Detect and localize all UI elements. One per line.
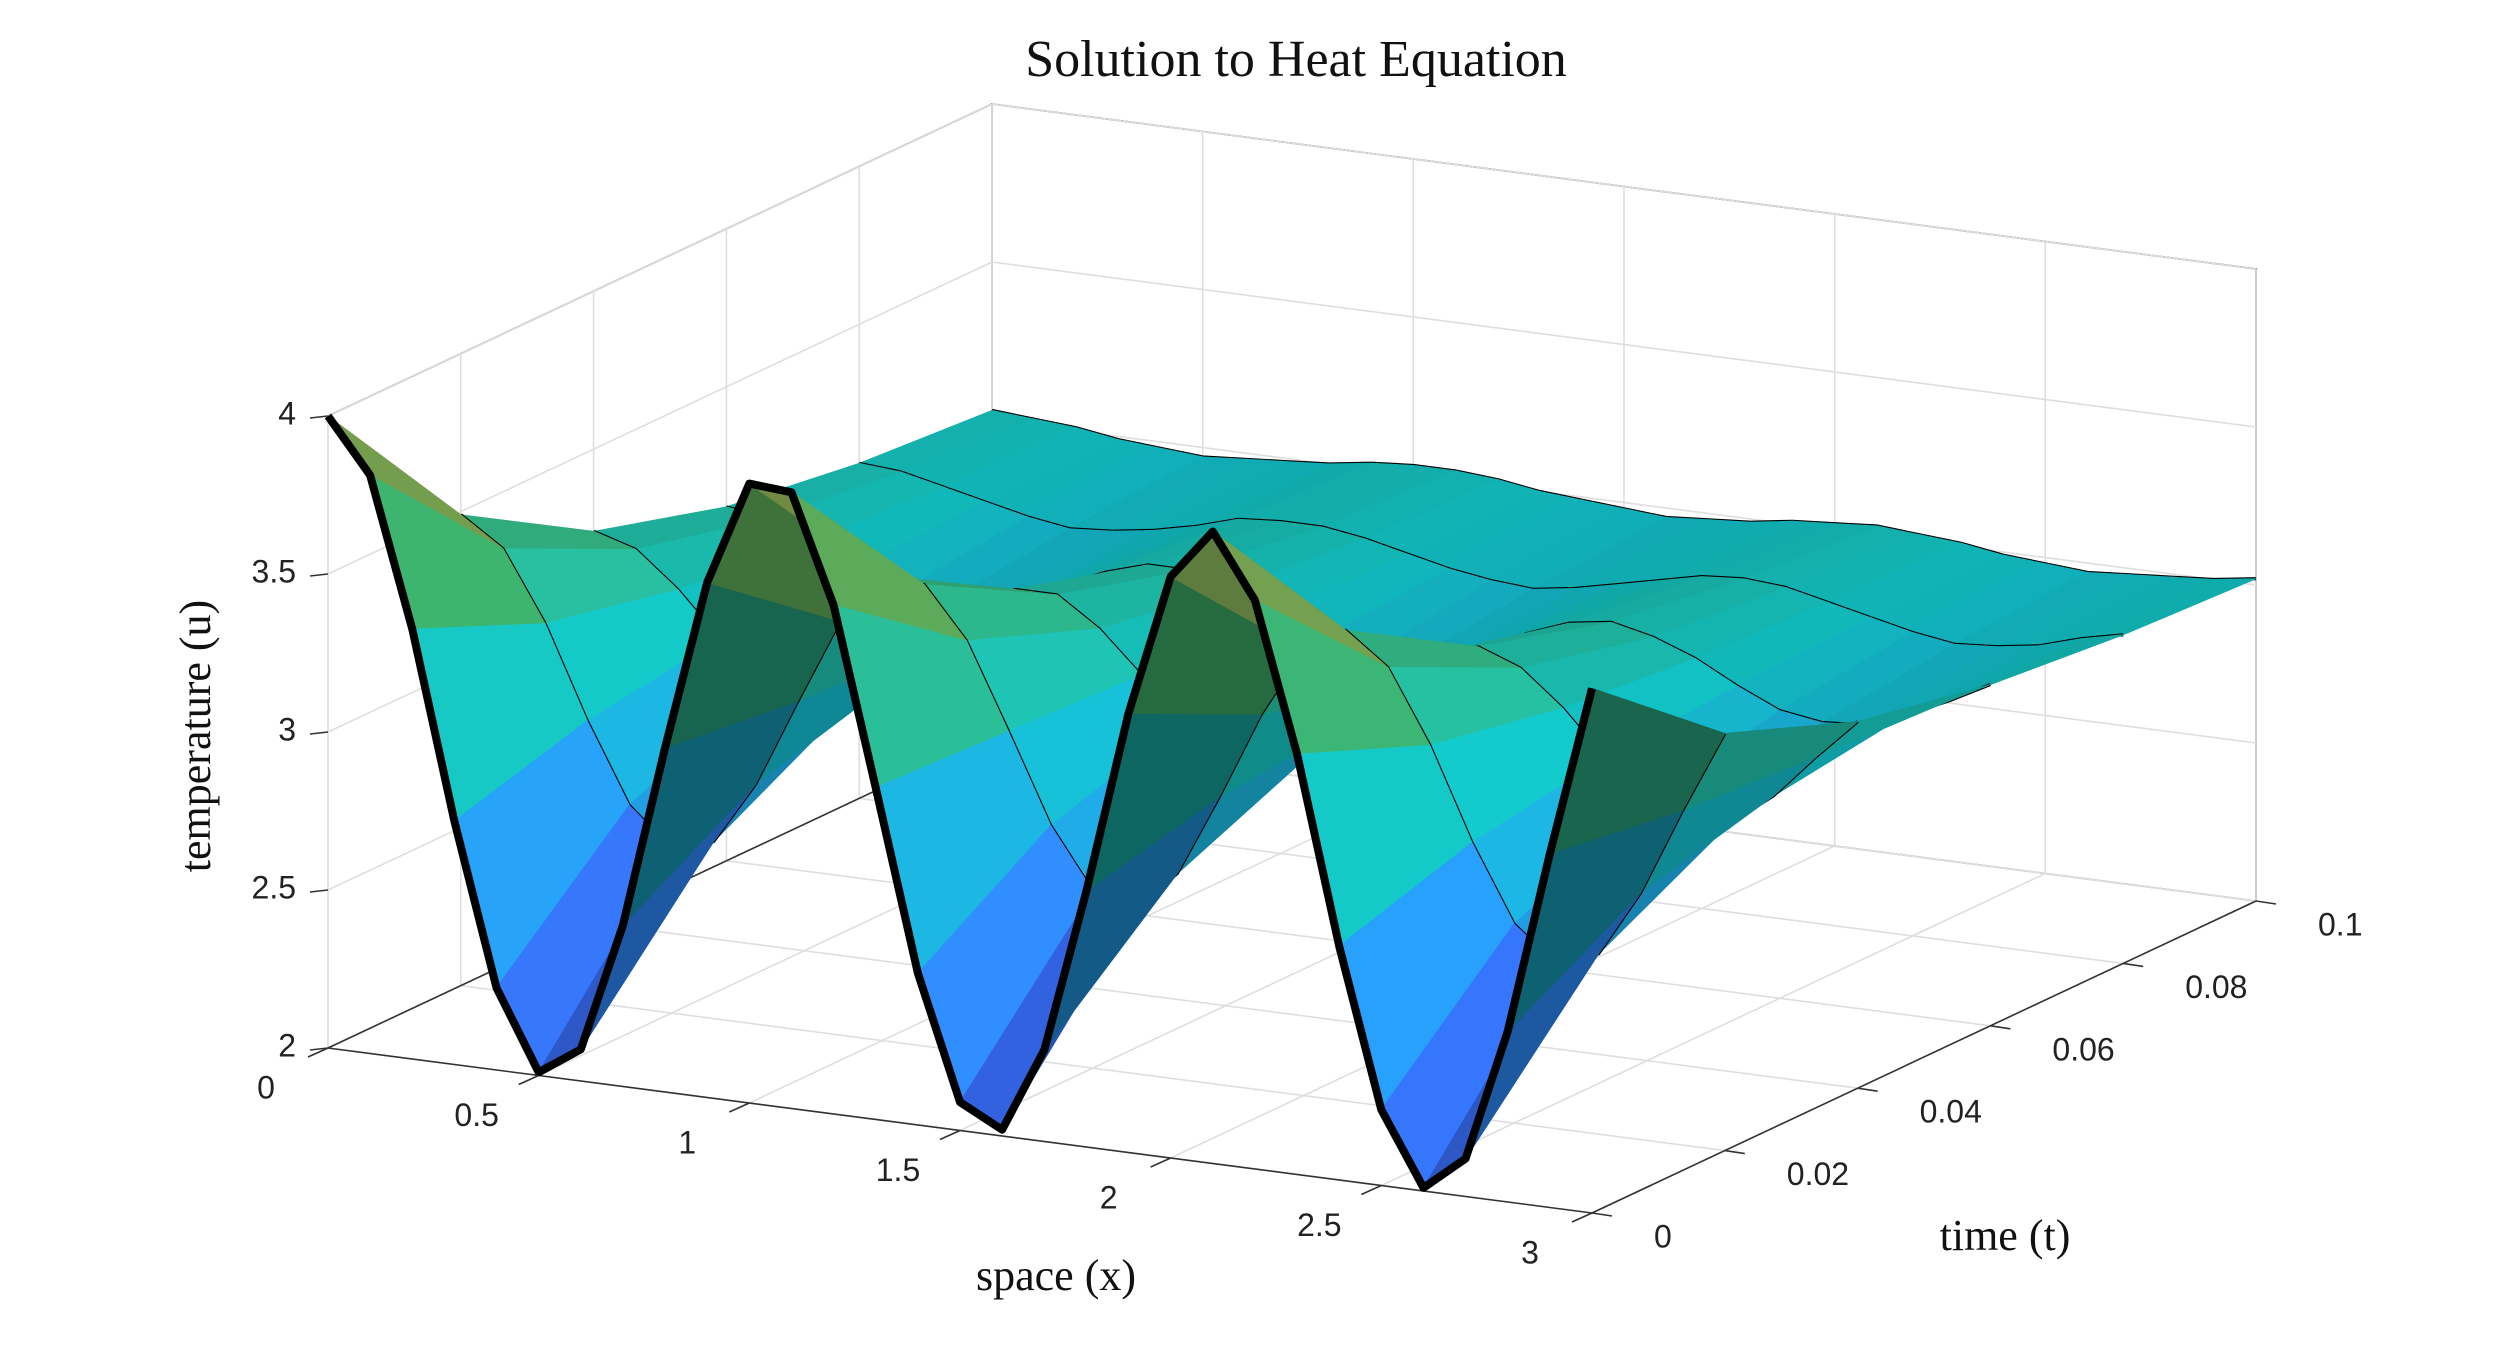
y-tick [1857,1087,1878,1092]
y-axis-title: time (t) [1940,1211,2071,1260]
grid-line [991,103,2257,270]
grid-line [327,103,993,417]
grid-line [1380,872,2046,1187]
y-tick [1724,1149,1745,1155]
labels: 0 0.5 1 1.5 2 2.5 3 0 0.02 0.04 0.06 0.08 0.1 2 2.5 3 3.… [252,395,2363,1270]
surface [324,408,2257,1192]
grid-line [991,261,2257,428]
x-tick-label: 0.5 [454,1097,498,1133]
x-tick [1571,1212,1593,1223]
z-tick [309,731,329,735]
y-tick [2255,900,2277,905]
x-tick [729,1102,750,1113]
z-tick-label: 3.5 [252,553,296,589]
z-tick-label: 4 [278,395,296,431]
grid-line [991,419,2257,586]
z-axis-title: temperature (u) [171,600,220,872]
y-tick-label: 0.02 [1787,1156,1849,1192]
grid-line [460,984,1725,1152]
x-tick [518,1074,539,1086]
y-tick [1990,1025,2011,1030]
x-tick-label: 3 [1521,1234,1539,1270]
y-tick [1591,1212,1613,1217]
z-tick [309,1047,329,1051]
y-axis-line [1591,900,2257,1214]
x-tick-label: 2 [1100,1179,1118,1215]
x-tick-label: 0 [257,1069,275,1105]
z-tick-label: 2.5 [252,869,296,905]
x-axis-title: space (x) [976,1251,1136,1300]
x-tick [307,1047,329,1058]
chart-title: Solution to Heat Equation [1025,31,1567,88]
z-tick-label: 2 [278,1027,296,1063]
y-tick-label: 0.06 [2052,1031,2114,1067]
y-tick-label: 0.04 [1920,1094,1982,1130]
y-tick-label: 0.1 [2318,906,2362,942]
z-tick [309,415,329,419]
x-tick [1361,1184,1382,1196]
x-tick-label: 1.5 [876,1152,920,1188]
y-tick [2123,962,2144,968]
x-tick [939,1129,961,1141]
time-curve [324,413,1596,1192]
x-tick-label: 2.5 [1297,1207,1341,1243]
x-tick-label: 1 [678,1124,696,1160]
z-tick [309,573,329,577]
x-tick [1150,1157,1171,1168]
y-tick-label: 0 [1654,1218,1672,1254]
y-tick-label: 0.08 [2185,969,2247,1005]
z-tick [309,889,329,893]
z-tick-label: 3 [278,711,296,747]
grid-line [593,922,1858,1089]
